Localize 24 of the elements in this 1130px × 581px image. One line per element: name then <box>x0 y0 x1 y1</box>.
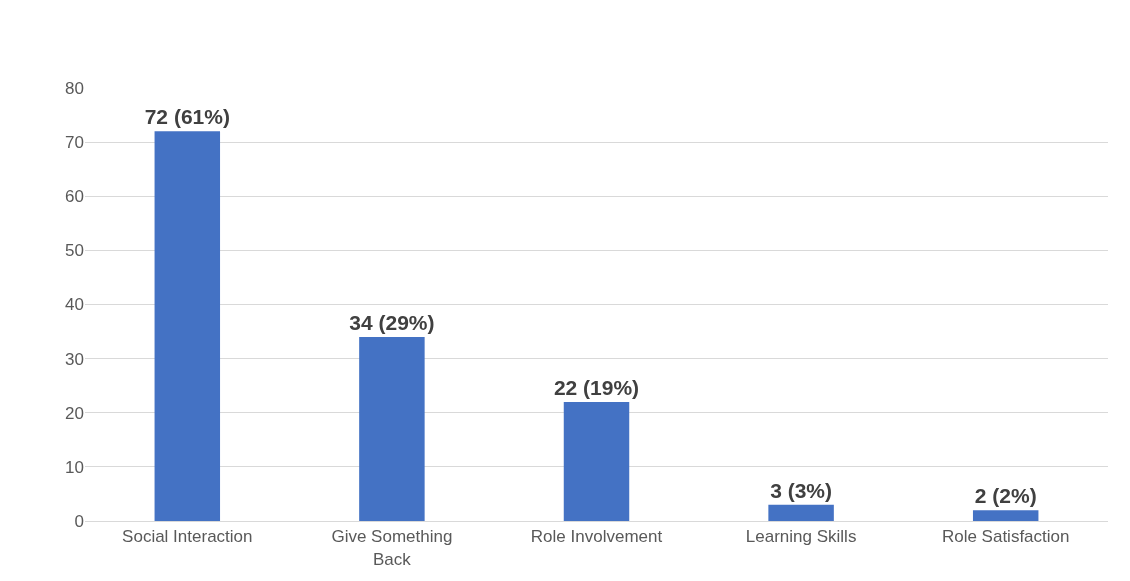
bar <box>563 401 630 521</box>
bar <box>972 510 1039 521</box>
x-tick-label: Learning Skills <box>745 527 857 547</box>
bar <box>359 336 425 521</box>
x-tick-label: Role Involvement <box>530 527 663 547</box>
y-tick-label: 10 <box>65 457 84 477</box>
data-label: 2 (2%) <box>974 484 1037 508</box>
data-label: 34 (29%) <box>349 310 435 334</box>
y-tick-label: 30 <box>65 349 84 369</box>
x-tick-label: Role Satisfaction <box>941 527 1070 547</box>
x-tick-label: Give Something Back <box>331 527 453 569</box>
y-tick-label: 70 <box>65 133 84 153</box>
y-tick-label: 80 <box>65 78 84 98</box>
data-label: 3 (3%) <box>770 478 833 502</box>
bar <box>154 131 221 521</box>
x-tick-label: Social Interaction <box>122 527 253 547</box>
y-tick-label: 60 <box>65 187 84 207</box>
y-tick-label: 0 <box>74 511 84 531</box>
y-tick-label: 40 <box>65 295 84 315</box>
y-tick-label: 20 <box>65 403 84 423</box>
bar <box>768 504 834 521</box>
y-tick-label: 50 <box>65 241 84 261</box>
data-label: 22 (19%) <box>553 375 640 399</box>
data-label: 72 (61%) <box>144 105 230 129</box>
